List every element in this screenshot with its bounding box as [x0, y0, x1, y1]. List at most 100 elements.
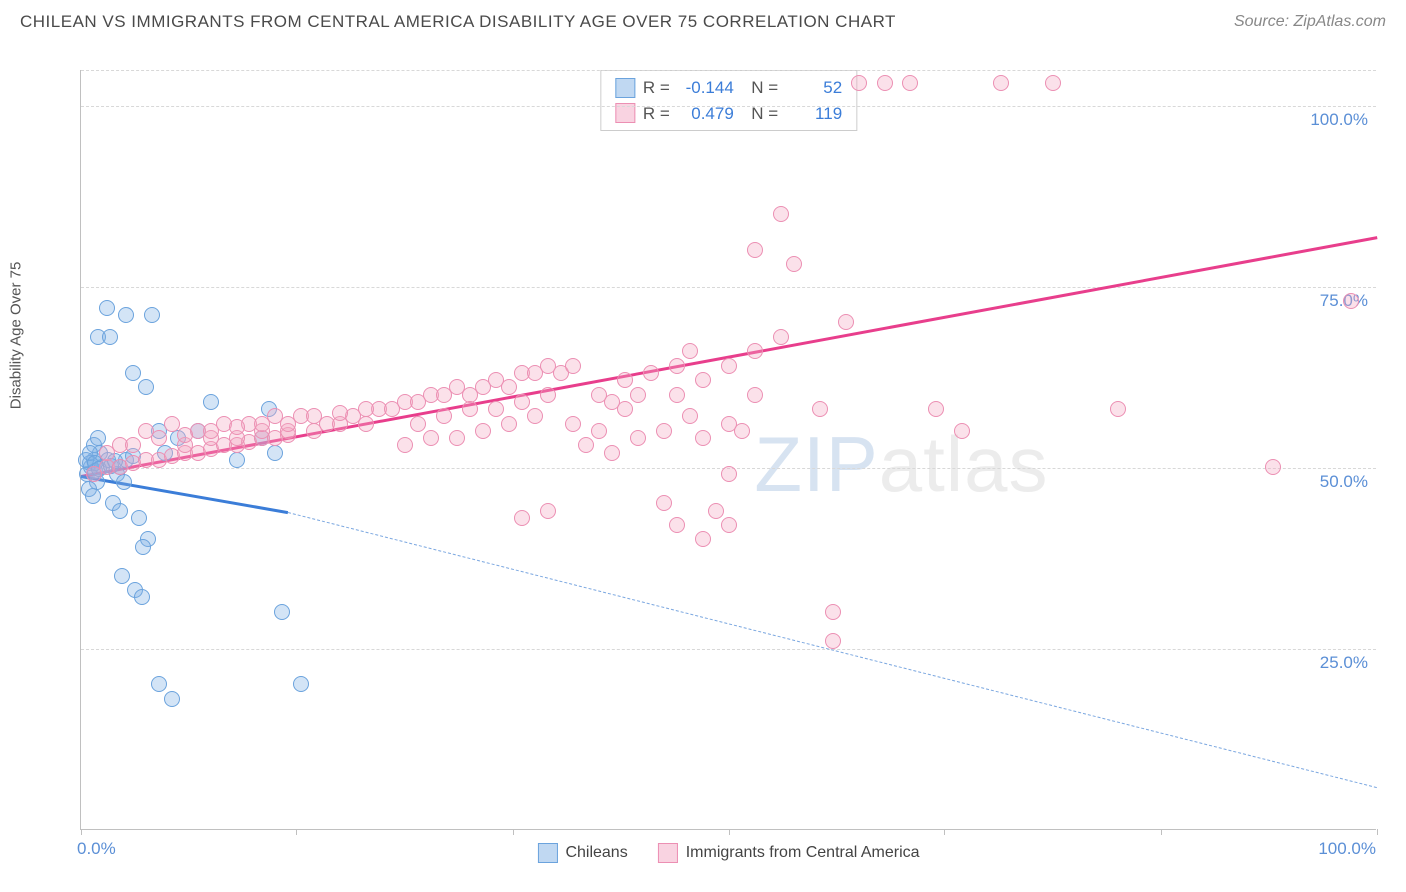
- scatter-point: [630, 430, 646, 446]
- x-tick-label: 100.0%: [1318, 839, 1376, 859]
- scatter-point: [112, 503, 128, 519]
- scatter-point: [229, 452, 245, 468]
- scatter-point: [164, 691, 180, 707]
- scatter-point: [501, 379, 517, 395]
- scatter-point: [332, 405, 348, 421]
- scatter-point: [721, 466, 737, 482]
- x-tick-label: 0.0%: [77, 839, 116, 859]
- scatter-point: [462, 401, 478, 417]
- scatter-point: [254, 416, 270, 432]
- scatter-point: [773, 206, 789, 222]
- y-axis-label: Disability Age Over 75: [8, 262, 25, 410]
- legend-item-immigrants: Immigrants from Central America: [658, 843, 920, 863]
- source-attribution: Source: ZipAtlas.com: [1234, 13, 1386, 31]
- y-tick-label: 100.0%: [1310, 110, 1368, 130]
- scatter-point: [993, 75, 1009, 91]
- scatter-point: [102, 329, 118, 345]
- scatter-point: [669, 358, 685, 374]
- scatter-point: [838, 314, 854, 330]
- scatter-point: [267, 445, 283, 461]
- scatter-point: [527, 408, 543, 424]
- scatter-point: [773, 329, 789, 345]
- scatter-point: [656, 495, 672, 511]
- scatter-point: [501, 416, 517, 432]
- scatter-point: [669, 387, 685, 403]
- scatter-point: [565, 358, 581, 374]
- scatter-point: [928, 401, 944, 417]
- correlation-legend: R = -0.144 N = 52 R = 0.479 N = 119: [600, 70, 857, 131]
- scatter-point: [578, 437, 594, 453]
- scatter-point: [131, 510, 147, 526]
- scatter-point: [90, 430, 106, 446]
- gridline: [81, 287, 1376, 288]
- x-tick: [944, 829, 945, 835]
- scatter-point: [99, 300, 115, 316]
- scatter-point: [1265, 459, 1281, 475]
- gridline: [81, 106, 1376, 107]
- scatter-point: [695, 372, 711, 388]
- scatter-point: [125, 437, 141, 453]
- scatter-point: [786, 256, 802, 272]
- x-tick: [81, 829, 82, 835]
- gridline: [81, 70, 1376, 71]
- scatter-point: [747, 387, 763, 403]
- scatter-point: [1045, 75, 1061, 91]
- scatter-point: [229, 419, 245, 435]
- scatter-point: [669, 517, 685, 533]
- scatter-point: [134, 589, 150, 605]
- scatter-point: [682, 343, 698, 359]
- scatter-point: [514, 510, 530, 526]
- swatch-blue-icon: [615, 78, 635, 98]
- scatter-point: [449, 430, 465, 446]
- swatch-blue-icon: [537, 843, 557, 863]
- n-value-immigrants: 119: [786, 101, 842, 127]
- scatter-point: [721, 517, 737, 533]
- scatter-point: [1110, 401, 1126, 417]
- scatter-point: [114, 568, 130, 584]
- r-value-immigrants: 0.479: [678, 101, 734, 127]
- scatter-point: [293, 676, 309, 692]
- scatter-point: [177, 427, 193, 443]
- scatter-point: [812, 401, 828, 417]
- scatter-point: [721, 358, 737, 374]
- legend-label: Immigrants from Central America: [686, 844, 920, 862]
- y-tick-label: 50.0%: [1320, 472, 1368, 492]
- scatter-point: [410, 416, 426, 432]
- scatter-point: [591, 423, 607, 439]
- legend-label: Chileans: [565, 844, 627, 862]
- r-value-chileans: -0.144: [678, 75, 734, 101]
- gridline: [81, 649, 1376, 650]
- scatter-point: [358, 416, 374, 432]
- scatter-point: [85, 488, 101, 504]
- scatter-point: [695, 531, 711, 547]
- scatter-point: [138, 379, 154, 395]
- scatter-point: [954, 423, 970, 439]
- scatter-point: [877, 75, 893, 91]
- y-tick-label: 25.0%: [1320, 653, 1368, 673]
- scatter-point: [682, 408, 698, 424]
- legend-row-immigrants: R = 0.479 N = 119: [615, 101, 842, 127]
- legend-row-chileans: R = -0.144 N = 52: [615, 75, 842, 101]
- x-tick: [513, 829, 514, 835]
- scatter-point: [125, 365, 141, 381]
- scatter-point: [436, 408, 452, 424]
- x-tick: [729, 829, 730, 835]
- scatter-point: [151, 676, 167, 692]
- legend-item-chileans: Chileans: [537, 843, 627, 863]
- scatter-point: [423, 430, 439, 446]
- scatter-point: [747, 242, 763, 258]
- scatter-point: [280, 416, 296, 432]
- scatter-point: [708, 503, 724, 519]
- plot-area: ZIPatlas R = -0.144 N = 52 R = 0.479 N =…: [80, 70, 1376, 830]
- scatter-point: [151, 430, 167, 446]
- chart-title: CHILEAN VS IMMIGRANTS FROM CENTRAL AMERI…: [20, 12, 896, 32]
- scatter-point: [565, 416, 581, 432]
- scatter-point: [695, 430, 711, 446]
- x-tick: [296, 829, 297, 835]
- scatter-point: [902, 75, 918, 91]
- chart-container: Disability Age Over 75 ZIPatlas R = -0.1…: [50, 50, 1390, 840]
- scatter-point: [488, 401, 504, 417]
- scatter-point: [747, 343, 763, 359]
- scatter-point: [617, 372, 633, 388]
- scatter-point: [144, 307, 160, 323]
